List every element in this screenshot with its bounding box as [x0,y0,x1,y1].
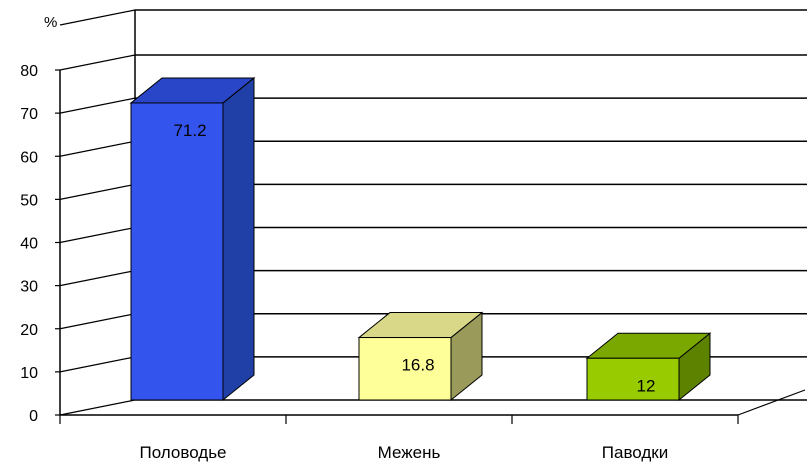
side-wall-gridline [59,399,136,416]
bar-front [586,357,680,401]
y-tick-label: 70 [20,106,38,123]
bar-front [358,337,452,401]
bar-side [222,76,255,402]
side-wall-gridline [59,97,136,114]
y-tick-label: 10 [20,365,38,382]
y-tick-label: 50 [20,192,38,209]
y-tick-label: 60 [20,149,38,166]
bar [357,311,484,402]
bar [129,76,256,402]
side-wall-gridline [59,140,136,157]
side-wall-gridline [59,226,136,244]
data-label: 12 [637,376,656,395]
bar-front [130,102,224,401]
side-wall-gridline [59,356,136,373]
bar [585,332,712,402]
y-tick-label: 20 [20,322,38,339]
chart-floor [60,389,807,416]
side-wall-gridline [59,54,136,71]
y-axis: 0 10 20 30 40 50 60 70 80% [20,14,739,425]
y-tick-label: 80 [20,63,38,80]
side-wall-gridline [59,313,136,330]
y-axis-label: % [44,14,57,31]
x-tick-label: Паводки [602,443,668,462]
data-label: 71.2 [173,121,206,140]
labels: 71.2 Половодье 16.8 Межень 12 Паводки [139,121,668,462]
side-wall-gridline [59,183,136,200]
x-tick-label: Половодье [139,443,226,462]
data-label: 16.8 [401,356,434,375]
y-tick-label: 0 [29,408,38,425]
y-tick-label: 30 [20,279,38,296]
x-tick-label: Межень [378,443,441,462]
side-wall-gridline [59,270,136,287]
bars [129,76,712,402]
y-tick-label: 40 [20,236,38,253]
side-wall-top [59,9,136,26]
floor-right-edge [737,389,806,416]
